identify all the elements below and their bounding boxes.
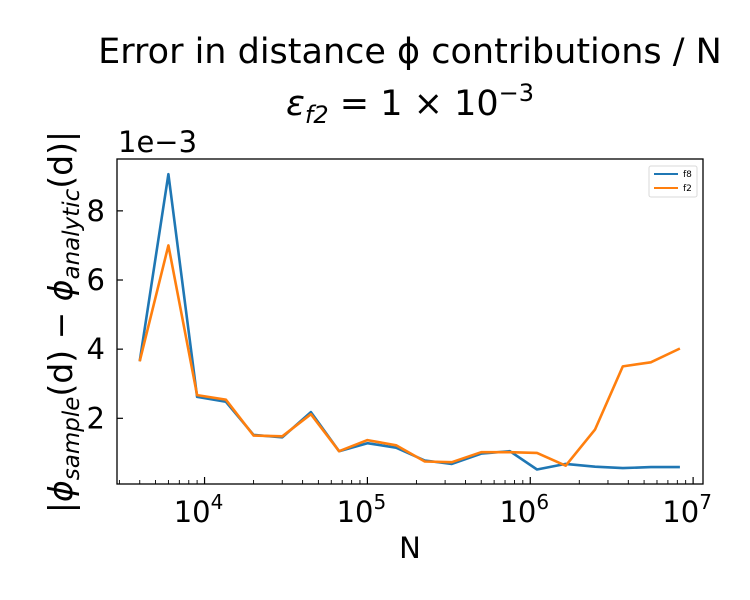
x-tick-label: 106 — [499, 490, 549, 529]
legend-label-f2: f2 — [683, 184, 692, 194]
x-tick-label: 105 — [337, 490, 387, 529]
legend-label-f8: f8 — [683, 170, 692, 180]
x-axis-label: N — [399, 531, 421, 565]
series-line-f8 — [138, 172, 680, 471]
x-tick-label: 104 — [174, 490, 224, 529]
chart-title: Error in distance ϕ contributions / N — [98, 32, 722, 72]
x-tick-label: 107 — [662, 490, 712, 529]
y-tick-label: 2 — [87, 401, 105, 435]
y-tick-label: 6 — [87, 263, 105, 297]
y-offset-text: 1e−3 — [118, 125, 197, 159]
y-tick-label: 4 — [87, 332, 105, 366]
axis-ticks: 2 4 6 8 104 105 106 107 — [87, 194, 712, 529]
series-lines — [138, 172, 681, 471]
y-tick-label: 8 — [87, 194, 105, 228]
chart-subtitle: εf2 = 1 × 10−3 — [286, 79, 534, 129]
series-line-f2 — [138, 244, 681, 468]
plot-frame — [116, 158, 704, 485]
y-axis-label: |ϕsample(d) − ϕanalytic(d)| — [41, 131, 85, 513]
legend: f8 f2 — [648, 165, 698, 198]
